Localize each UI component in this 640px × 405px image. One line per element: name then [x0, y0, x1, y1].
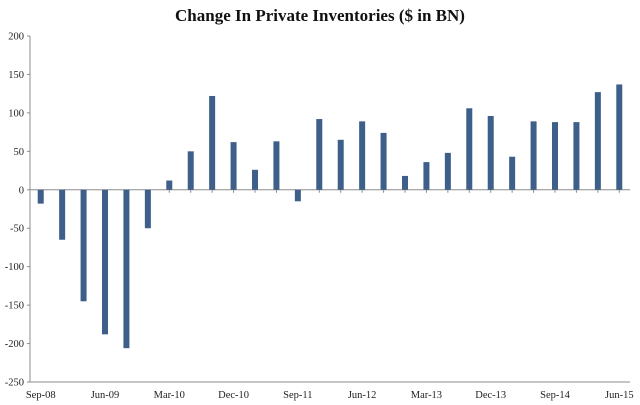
bar-sep-12: [380, 132, 387, 190]
x-tick-label: Jun-12: [348, 390, 377, 401]
x-tick-label: Sep-14: [540, 390, 570, 401]
y-tick-label: 100: [8, 108, 24, 119]
bar-dec-14: [573, 122, 580, 190]
bar-mar-12: [337, 139, 344, 190]
y-tick-label: -50: [10, 224, 24, 235]
bar-dec-10: [230, 142, 237, 190]
bar-sep-14: [552, 122, 558, 190]
bar-jun-09: [102, 189, 108, 335]
chart-title: Change In Private Inventories ($ in BN): [175, 6, 465, 25]
bar-jun-15: [616, 84, 623, 190]
bar-sep-13: [466, 108, 473, 190]
y-axis: 200 150 100 50 0 -50 -100 -150 -200 -250: [5, 32, 31, 389]
bar-mar-15: [594, 92, 601, 190]
bar-mar-14: [509, 156, 516, 190]
bar-sep-08: [37, 189, 44, 204]
y-tick-label: -250: [5, 378, 24, 389]
y-tick-label: 0: [19, 185, 24, 196]
x-tick-label: Dec-13: [475, 390, 506, 401]
bar-mar-13: [423, 162, 430, 190]
bar-mar-10: [166, 180, 173, 190]
bar-sep-10: [209, 95, 216, 190]
bar-jun-10: [187, 151, 194, 190]
bar-sep-11: [294, 189, 301, 202]
x-tick-label: Mar-10: [154, 390, 185, 401]
bar-jun-14: [530, 121, 537, 190]
bar-mar-09: [80, 189, 87, 302]
x-tick-label: Dec-10: [218, 390, 249, 401]
x-tick-label: Mar-13: [411, 390, 442, 401]
x-tick-label: Sep-08: [26, 390, 56, 401]
y-tick-label: -100: [5, 262, 24, 273]
bar-jun-12: [359, 121, 366, 190]
bar-dec-11: [316, 119, 323, 190]
y-tick-label: 150: [8, 70, 24, 81]
bar-dec-12: [402, 175, 408, 190]
bar-mar-11: [252, 169, 258, 190]
y-tick-label: 200: [8, 32, 24, 43]
bar-sep-09: [123, 189, 130, 349]
y-tick-label: 50: [14, 147, 25, 158]
bars: [37, 84, 623, 349]
x-axis: Sep-08 Jun-09 Mar-10 Dec-10 Sep-11 Jun-12 Mar-…: [26, 189, 634, 401]
bar-jun-13: [444, 152, 451, 190]
bar-dec-13: [487, 115, 494, 190]
x-tick-label: Jun-15: [605, 390, 634, 401]
bar-dec-08: [59, 189, 66, 240]
y-tick-label: -150: [5, 301, 24, 312]
bar-dec-09: [144, 189, 151, 229]
bar-jun-11: [273, 141, 280, 190]
x-tick-label: Jun-09: [91, 390, 120, 401]
y-tick-label: -200: [5, 339, 24, 350]
x-tick-label: Sep-11: [283, 390, 312, 401]
